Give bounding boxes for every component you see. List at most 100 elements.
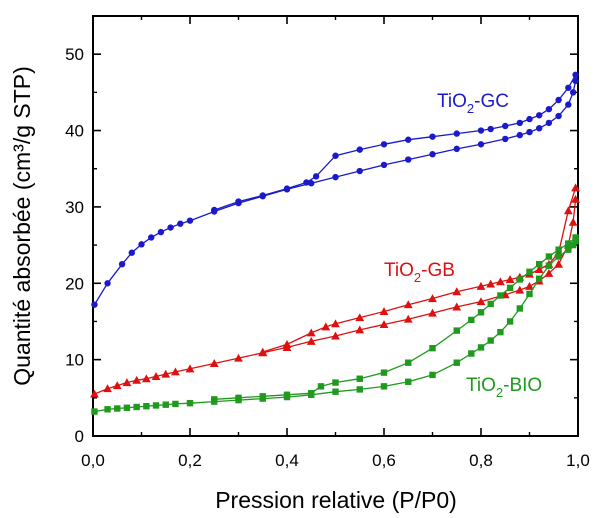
point-tio2-gb-adsorption: [428, 308, 437, 317]
point-tio2-bio-adsorption: [123, 404, 131, 411]
x-tick-label: 1,0: [566, 451, 590, 470]
point-tio2-gb-adsorption: [571, 194, 580, 203]
point-tio2-bio-adsorption: [545, 262, 553, 269]
point-tio2-gb-desorption: [379, 307, 389, 316]
point-tio2-gc-desorption: [502, 122, 509, 130]
series-tio2-gc: [91, 71, 579, 308]
point-tio2-gc-adsorption: [167, 224, 174, 231]
point-tio2-gb-desorption: [496, 277, 505, 286]
series-layer: [90, 71, 580, 415]
point-tio2-gb-adsorption: [554, 259, 563, 268]
point-tio2-bio-adsorption: [526, 290, 533, 298]
point-tio2-gc-adsorption: [429, 151, 436, 158]
point-tio2-gc-desorption: [453, 130, 460, 137]
point-tio2-gc-desorption: [555, 96, 562, 104]
y-tick-label: 50: [65, 45, 84, 64]
tick-labels: 0,0 0,2 0,4 0,6 0,8 1,0 0 10 20 30 40 50: [65, 45, 590, 470]
point-tio2-bio-desorption: [516, 276, 523, 283]
point-tio2-bio-adsorption: [186, 399, 194, 407]
point-tio2-gc-desorption: [565, 84, 572, 91]
point-tio2-gb-desorption: [258, 347, 268, 356]
point-tio2-gb-adsorption: [161, 369, 171, 378]
point-tio2-gc-adsorption: [477, 141, 485, 148]
point-tio2-bio-adsorption: [91, 408, 98, 415]
point-tio2-gb-desorption: [505, 275, 515, 283]
point-tio2-bio-adsorption: [487, 337, 494, 344]
point-tio2-bio-desorption: [356, 375, 363, 382]
point-tio2-gc-desorption: [356, 146, 363, 153]
point-tio2-gb-adsorption: [122, 378, 132, 387]
point-tio2-bio-adsorption: [114, 405, 121, 412]
point-tio2-gb-adsorption: [452, 302, 462, 311]
point-tio2-gc-desorption: [235, 198, 242, 205]
point-tio2-bio-desorption: [565, 240, 572, 247]
point-tio2-bio-adsorption: [497, 328, 504, 336]
point-tio2-bio-adsorption: [477, 344, 485, 351]
y-tick-label: 30: [65, 198, 84, 217]
point-tio2-gc-adsorption: [565, 101, 572, 108]
point-tio2-gb-adsorption: [90, 389, 99, 398]
point-tio2-gc-adsorption: [308, 180, 315, 187]
point-tio2-bio-adsorption: [133, 403, 140, 411]
y-tick-label: 40: [65, 122, 84, 141]
point-tio2-gb-adsorption: [379, 320, 389, 329]
point-tio2-bio-desorption: [332, 379, 339, 386]
point-tio2-bio-adsorption: [356, 386, 363, 393]
point-tio2-bio-desorption: [545, 253, 553, 260]
point-tio2-gb-adsorption: [476, 297, 486, 306]
point-tio2-gc-desorption: [526, 115, 533, 123]
series-label-tio2-gc: TiO2-GC: [437, 91, 509, 116]
point-tio2-gc-desorption: [477, 127, 485, 134]
point-tio2-bio-desorption: [380, 369, 388, 376]
point-tio2-gb-desorption: [534, 265, 544, 274]
point-tio2-gc-desorption: [303, 179, 310, 186]
series-label-tio2-gb: TiO2-GB: [384, 260, 455, 285]
point-tio2-bio-adsorption: [572, 238, 579, 245]
point-tio2-bio-adsorption: [468, 350, 475, 357]
point-tio2-gc-adsorption: [356, 167, 363, 175]
point-tio2-gb-desorption: [476, 281, 486, 290]
point-tio2-bio-adsorption: [332, 388, 339, 395]
point-tio2-gc-adsorption: [516, 131, 523, 139]
point-tio2-bio-desorption: [405, 359, 412, 366]
point-tio2-bio-adsorption: [405, 378, 412, 385]
point-tio2-gb-desorption: [355, 313, 365, 322]
point-tio2-gc-adsorption: [186, 217, 194, 224]
point-tio2-bio-adsorption: [565, 246, 572, 253]
point-tio2-bio-adsorption: [143, 403, 150, 410]
line-tio2-bio-adsorption: [94, 240, 577, 413]
point-tio2-bio-desorption: [283, 391, 291, 398]
point-tio2-bio-adsorption: [152, 402, 160, 409]
point-tio2-gb-adsorption: [568, 217, 578, 226]
point-tio2-bio-adsorption: [104, 406, 111, 413]
point-tio2-bio-adsorption: [380, 383, 388, 390]
point-tio2-bio-desorption: [468, 316, 475, 324]
point-tio2-bio-desorption: [211, 396, 218, 403]
point-tio2-gc-desorption: [259, 192, 266, 199]
point-tio2-gc-adsorption: [526, 128, 533, 136]
point-tio2-bio-desorption: [317, 383, 325, 390]
point-tio2-gc-adsorption: [148, 234, 155, 241]
point-tio2-bio-adsorption: [536, 275, 543, 282]
point-tio2-bio-desorption: [453, 327, 460, 334]
point-tio2-gb-desorption: [403, 300, 413, 309]
point-tio2-gc-desorption: [429, 133, 436, 140]
point-tio2-gc-adsorption: [536, 125, 543, 132]
point-tio2-gb-desorption: [486, 279, 496, 288]
series-tio2-bio: [91, 234, 579, 415]
point-tio2-bio-adsorption: [569, 241, 577, 249]
point-tio2-bio-desorption: [572, 234, 579, 241]
point-tio2-bio-desorption: [429, 344, 436, 352]
point-tio2-bio-desorption: [308, 390, 315, 397]
point-tio2-gc-adsorption: [138, 241, 145, 248]
point-tio2-gc-desorption: [380, 141, 388, 148]
point-tio2-gb-adsorption: [306, 336, 316, 345]
point-tio2-gc-adsorption: [569, 89, 577, 96]
point-tio2-gc-adsorption: [572, 77, 579, 85]
point-tio2-gb-adsorption: [171, 367, 180, 376]
point-tio2-gc-desorption: [405, 136, 412, 143]
point-tio2-gc-desorption: [545, 105, 553, 113]
point-tio2-bio-desorption: [235, 394, 242, 402]
point-tio2-gb-desorption: [452, 287, 462, 296]
